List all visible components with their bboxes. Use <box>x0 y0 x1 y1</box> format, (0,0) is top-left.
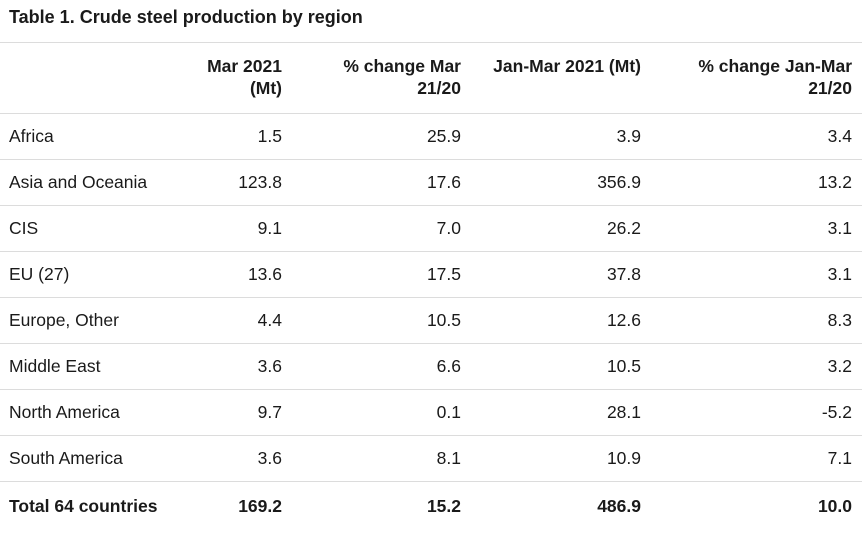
cell-mar-2021: 1.5 <box>257 126 282 146</box>
cell-mar-2021: 4.4 <box>257 310 282 330</box>
cell-pct-change-jan-mar: 3.1 <box>827 218 852 238</box>
cell-jan-mar-2021: 26.2 <box>606 218 641 238</box>
cell-region: CIS <box>9 218 39 238</box>
cell-jan-mar-2021: 356.9 <box>597 172 641 192</box>
cell-pct-change-jan-mar: 3.1 <box>827 264 852 284</box>
cell-region: Middle East <box>9 356 101 376</box>
cell-pct-change-mar: 25.9 <box>426 126 461 146</box>
cell-mar-2021: 13.6 <box>247 264 282 284</box>
table-row: Africa 1.5 25.9 3.9 3.4 <box>0 114 862 160</box>
table-row: EU (27) 13.6 17.5 37.8 3.1 <box>0 252 862 298</box>
total-jan-mar-2021: 486.9 <box>597 496 641 516</box>
table-row: North America 9.7 0.1 28.1 -5.2 <box>0 390 862 436</box>
header-jan-mar-2021: Jan-Mar 2021 (Mt) <box>493 56 641 76</box>
header-pct-change-mar: % change Mar 21/20 <box>343 56 461 98</box>
table-body: Africa 1.5 25.9 3.9 3.4 Asia and Oceania… <box>0 114 862 542</box>
cell-region: Africa <box>9 126 54 146</box>
header-row: Mar 2021 (Mt) % change Mar 21/20 Jan-Mar… <box>0 42 862 114</box>
table-row: CIS 9.1 7.0 26.2 3.1 <box>0 206 862 252</box>
cell-mar-2021: 9.1 <box>257 218 282 238</box>
cell-jan-mar-2021: 12.6 <box>606 310 641 330</box>
header-mar-2021: Mar 2021 (Mt) <box>207 56 282 98</box>
steel-production-table: Mar 2021 (Mt) % change Mar 21/20 Jan-Mar… <box>0 42 862 542</box>
cell-jan-mar-2021: 3.9 <box>616 126 641 146</box>
total-label: Total 64 countries <box>9 496 158 516</box>
table-row: South America 3.6 8.1 10.9 7.1 <box>0 436 862 482</box>
cell-mar-2021: 9.7 <box>257 402 282 422</box>
cell-pct-change-jan-mar: 3.2 <box>827 356 852 376</box>
cell-region: North America <box>9 402 120 422</box>
cell-pct-change-mar: 17.6 <box>426 172 461 192</box>
table-row: Asia and Oceania 123.8 17.6 356.9 13.2 <box>0 160 862 206</box>
cell-jan-mar-2021: 10.5 <box>606 356 641 376</box>
cell-mar-2021: 123.8 <box>238 172 282 192</box>
cell-region: EU (27) <box>9 264 70 284</box>
table-row: Middle East 3.6 6.6 10.5 3.2 <box>0 344 862 390</box>
header-region <box>0 43 170 114</box>
cell-pct-change-mar: 17.5 <box>426 264 461 284</box>
cell-region: South America <box>9 448 123 468</box>
cell-pct-change-jan-mar: -5.2 <box>821 402 852 422</box>
total-mar-2021: 169.2 <box>238 496 282 516</box>
cell-region: Asia and Oceania <box>9 172 148 192</box>
cell-region: Europe, Other <box>9 310 119 330</box>
cell-pct-change-mar: 7.0 <box>436 218 461 238</box>
cell-pct-change-mar: 8.1 <box>436 448 461 468</box>
cell-jan-mar-2021: 37.8 <box>606 264 641 284</box>
cell-jan-mar-2021: 10.9 <box>606 448 641 468</box>
cell-mar-2021: 3.6 <box>257 356 282 376</box>
total-row: Total 64 countries 169.2 15.2 486.9 10.0 <box>0 482 862 542</box>
cell-pct-change-mar: 0.1 <box>436 402 461 422</box>
cell-pct-change-mar: 6.6 <box>436 356 461 376</box>
total-pct-change-jan-mar: 10.0 <box>817 496 852 516</box>
table-title: Table 1. Crude steel production by regio… <box>9 7 363 27</box>
table-header: Mar 2021 (Mt) % change Mar 21/20 Jan-Mar… <box>0 42 862 114</box>
cell-pct-change-mar: 10.5 <box>426 310 461 330</box>
cell-pct-change-jan-mar: 3.4 <box>827 126 852 146</box>
cell-mar-2021: 3.6 <box>257 448 282 468</box>
table-row: Europe, Other 4.4 10.5 12.6 8.3 <box>0 298 862 344</box>
header-pct-change-jan-mar: % change Jan-Mar 21/20 <box>698 56 852 98</box>
cell-pct-change-jan-mar: 13.2 <box>817 172 852 192</box>
cell-pct-change-jan-mar: 7.1 <box>827 448 852 468</box>
total-pct-change-mar: 15.2 <box>426 496 461 516</box>
cell-jan-mar-2021: 28.1 <box>606 402 641 422</box>
cell-pct-change-jan-mar: 8.3 <box>827 310 852 330</box>
